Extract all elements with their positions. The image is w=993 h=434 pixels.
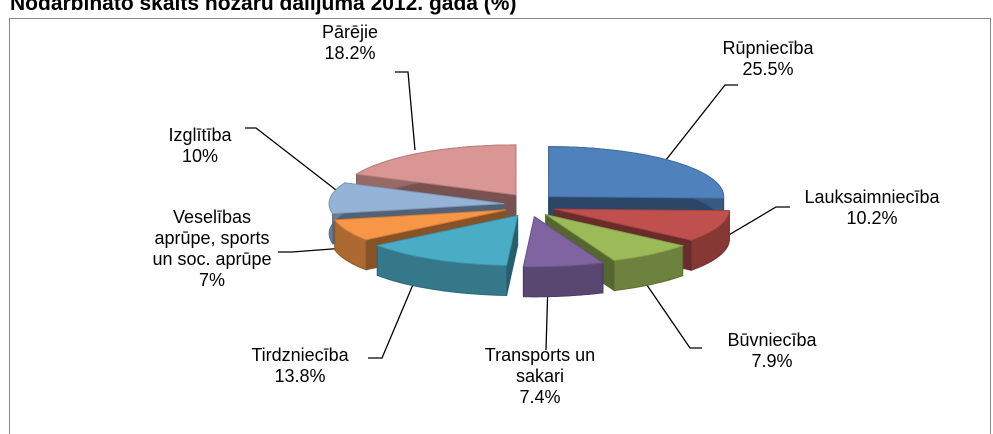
data-label: Rūpniecība 25.5%: [722, 38, 813, 80]
category-label: Transports un sakari: [484, 345, 596, 386]
value-label: 7.9%: [751, 351, 793, 371]
data-label: Izglītība 10%: [168, 125, 231, 167]
slice: [548, 146, 725, 199]
data-label: Lauksaimniecība 10.2%: [804, 187, 939, 229]
data-label: Pārējie 18.2%: [322, 22, 378, 64]
data-label: Būvniecība 7.9%: [727, 330, 816, 372]
value-label: 10.2%: [846, 208, 898, 228]
leader-line: [395, 71, 416, 151]
slice: [375, 214, 519, 266]
slice: [333, 209, 507, 241]
value-label: 7.4%: [519, 387, 561, 407]
data-label: Veselības aprūpe, sports un soc. aprūpe 7…: [142, 207, 282, 291]
value-label: 18.2%: [324, 43, 376, 63]
category-label: Tirdzniecība: [251, 345, 349, 365]
leader-line: [661, 84, 738, 166]
chart-frame: [9, 18, 991, 434]
slice: [554, 208, 730, 241]
data-label: Transports un sakari 7.4%: [465, 345, 615, 408]
leader-lines: [245, 71, 790, 359]
value-label: 10%: [181, 146, 219, 166]
slice: [545, 214, 685, 262]
category-label: Izglītība: [168, 125, 232, 145]
category-label: Būvniecība: [727, 330, 817, 350]
slice: [355, 144, 517, 196]
category-label: Rūpniecība: [722, 38, 814, 58]
chart-title: Nodarbināto skaits nozaru dalījumā 2012.…: [10, 0, 517, 15]
leader-line: [637, 271, 702, 349]
slice-outer-wall: [522, 262, 604, 298]
leader-line: [245, 127, 337, 191]
data-label: Tirdzniecība 13.8%: [251, 345, 348, 387]
value-label: 13.8%: [274, 366, 326, 386]
slice: [328, 182, 505, 215]
category-label: Veselības aprūpe, sports un soc. aprūpe: [152, 207, 272, 269]
category-label: Pārējie: [321, 22, 379, 42]
value-label: 7%: [198, 270, 225, 290]
value-label: 25.5%: [742, 59, 794, 79]
category-label: Lauksaimniecība: [804, 187, 940, 207]
leader-line: [278, 247, 346, 253]
slice: [522, 216, 605, 268]
pie: [328, 144, 730, 298]
leader-line: [368, 267, 421, 359]
